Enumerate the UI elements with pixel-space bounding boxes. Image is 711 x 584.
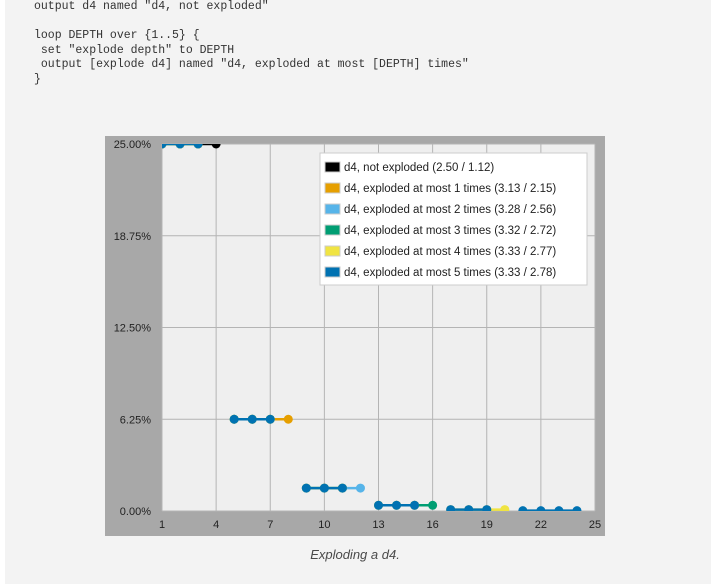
data-point bbox=[193, 144, 203, 149]
legend-label: d4, exploded at most 4 times (3.33 / 2.7… bbox=[344, 246, 556, 258]
data-point bbox=[355, 483, 365, 493]
legend-label: d4, not exploded (2.50 / 1.12) bbox=[344, 162, 494, 174]
data-point bbox=[319, 483, 329, 493]
data-point bbox=[247, 414, 257, 424]
x-tick-label: 1 bbox=[159, 519, 165, 531]
code-line bbox=[34, 15, 469, 30]
data-point bbox=[482, 505, 492, 511]
data-point bbox=[265, 414, 275, 424]
chart: 1 4 7 10 13 16 19 22 25 25.00% 18.75% 12.50% 6.25% 0.… bbox=[105, 136, 605, 536]
data-point bbox=[392, 500, 402, 510]
legend-swatch bbox=[324, 203, 341, 215]
data-point bbox=[500, 505, 510, 511]
data-point bbox=[554, 506, 564, 511]
x-tick-label: 4 bbox=[213, 519, 219, 531]
code-block: output d4 named "d4, not exploded" loop D… bbox=[34, 0, 469, 88]
legend-swatch bbox=[324, 266, 341, 278]
x-tick-label: 10 bbox=[318, 519, 330, 531]
data-point bbox=[536, 506, 546, 511]
x-tick-label: 7 bbox=[267, 519, 273, 531]
legend-label: d4, exploded at most 5 times (3.33 / 2.7… bbox=[344, 267, 556, 279]
legend-swatch bbox=[324, 245, 341, 257]
y-tick-label: 12.50% bbox=[114, 323, 152, 335]
legend-swatch bbox=[324, 161, 341, 173]
data-point bbox=[446, 505, 456, 511]
code-line: output [explode d4] named "d4, exploded … bbox=[34, 58, 469, 72]
y-tick-label: 0.00% bbox=[120, 506, 151, 518]
legend-label: d4, exploded at most 3 times (3.32 / 2.7… bbox=[344, 225, 556, 237]
chart-caption: Exploding a d4. bbox=[310, 547, 400, 562]
data-point bbox=[175, 144, 185, 149]
data-point bbox=[229, 414, 239, 424]
code-line: output d4 named "d4, not exploded" bbox=[34, 0, 269, 13]
x-tick-label: 25 bbox=[589, 519, 601, 531]
data-point bbox=[283, 414, 293, 424]
data-point bbox=[572, 506, 582, 511]
data-point bbox=[464, 505, 474, 511]
legend-swatch bbox=[324, 182, 341, 194]
x-tick-label: 13 bbox=[372, 519, 384, 531]
legend: d4, not exploded (2.50 / 1.12) d4, explod… bbox=[319, 152, 588, 286]
data-point bbox=[374, 500, 383, 510]
data-point bbox=[428, 500, 438, 510]
series-group bbox=[162, 144, 582, 511]
legend-label: d4, exploded at most 2 times (3.28 / 2.5… bbox=[344, 204, 556, 216]
y-tick-label: 25.00% bbox=[114, 139, 152, 151]
chart-svg: 1 4 7 10 13 16 19 22 25 25.00% 18.75% 12.50% 6.25% 0.… bbox=[105, 136, 605, 536]
legend-label: d4, exploded at most 1 times (3.13 / 2.1… bbox=[344, 183, 556, 195]
data-point bbox=[301, 483, 311, 493]
code-line: } bbox=[34, 72, 41, 86]
legend-box bbox=[319, 152, 588, 286]
data-point bbox=[518, 506, 528, 511]
data-point bbox=[162, 144, 167, 149]
x-tick-label: 19 bbox=[481, 519, 493, 531]
code-line: loop DEPTH over {1..5} { bbox=[34, 29, 200, 43]
y-tick-label: 18.75% bbox=[114, 231, 152, 243]
data-point bbox=[337, 483, 347, 493]
code-line: set "explode depth" to DEPTH bbox=[34, 43, 235, 57]
data-point bbox=[410, 500, 420, 510]
x-tick-label: 16 bbox=[427, 519, 439, 531]
data-point bbox=[211, 144, 221, 149]
legend-swatch bbox=[324, 224, 341, 236]
y-tick-label: 6.25% bbox=[120, 414, 151, 426]
x-tick-label: 22 bbox=[535, 519, 547, 531]
